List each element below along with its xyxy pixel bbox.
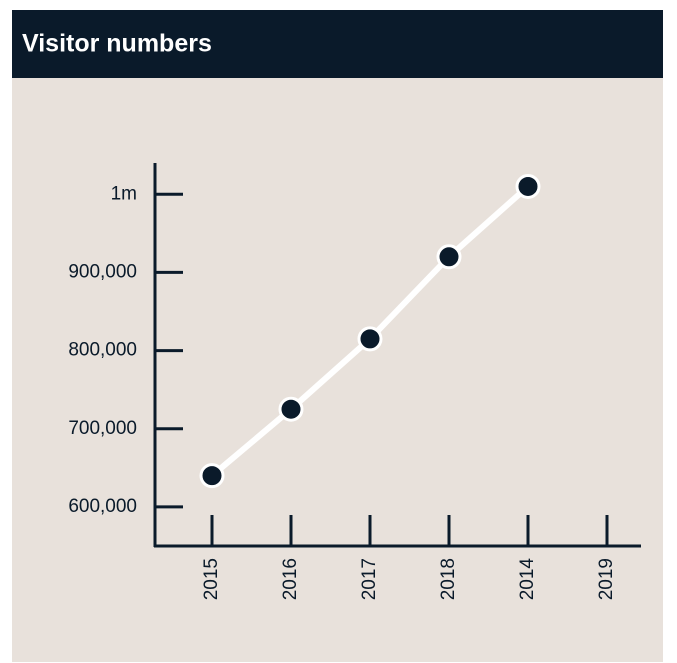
x-tick-label: 2016 <box>280 558 301 600</box>
x-tick-label: 2017 <box>359 558 380 600</box>
marker <box>357 326 383 352</box>
y-tick-label: 700,000 <box>68 418 137 439</box>
marker <box>278 396 304 422</box>
header <box>12 10 663 78</box>
chart-title: Visitor numbers <box>22 30 212 58</box>
x-tick-label: 2019 <box>596 558 617 600</box>
x-tick-label: 2015 <box>201 558 222 600</box>
marker <box>199 463 225 489</box>
x-tick-label: 2018 <box>438 558 459 600</box>
y-tick-label: 800,000 <box>68 340 137 361</box>
y-tick-label: 600,000 <box>68 496 137 517</box>
marker <box>515 173 541 199</box>
y-tick-label: 900,000 <box>68 261 137 282</box>
x-tick-label: 2014 <box>517 558 538 601</box>
y-tick-label: 1m <box>111 183 137 204</box>
marker <box>436 244 462 270</box>
